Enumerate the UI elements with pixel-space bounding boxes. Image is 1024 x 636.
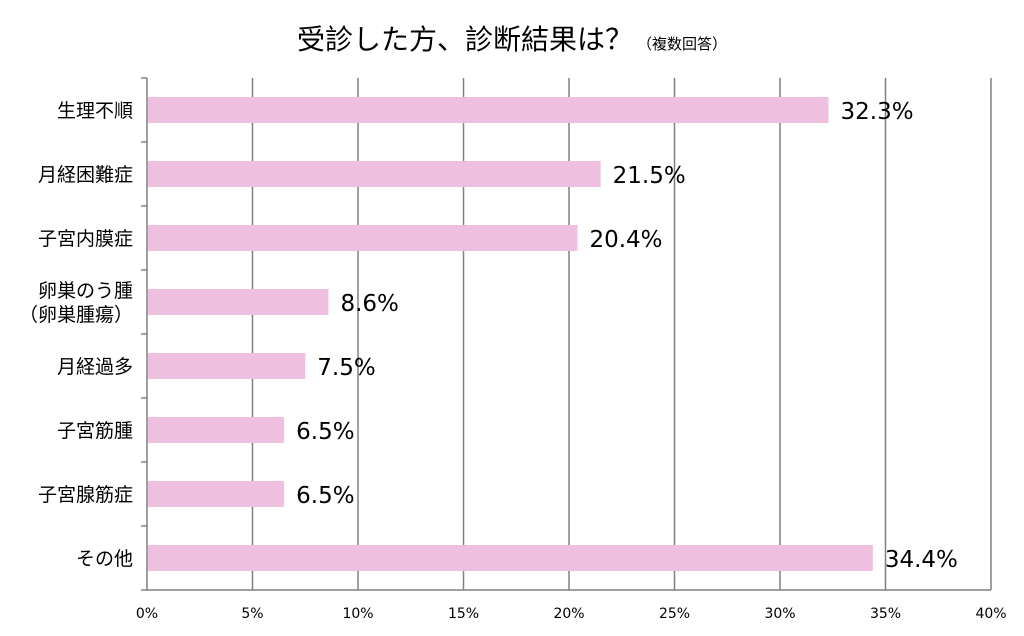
category-label: 月経過多 — [57, 356, 133, 378]
data-label: 34.4% — [885, 547, 958, 573]
bar-8 — [148, 545, 873, 571]
category-label: 子宮腺筋症 — [38, 484, 133, 506]
category-label: その他 — [76, 548, 133, 570]
x-tick-label: 5% — [241, 606, 263, 622]
category-label: （卵巣腫瘍） — [19, 304, 133, 326]
data-label: 8.6% — [340, 291, 398, 317]
data-label: 21.5% — [613, 163, 686, 189]
category-label: 月経困難症 — [38, 164, 133, 186]
data-label: 32.3% — [841, 99, 914, 125]
chart-title: 受診した方、診断結果は？ （複数回答） — [0, 18, 1024, 58]
x-tick-label: 40% — [975, 606, 1006, 622]
x-tick-label: 35% — [870, 606, 901, 622]
x-tick-label: 10% — [342, 606, 373, 622]
x-tick-label: 25% — [659, 606, 690, 622]
category-label: 生理不順 — [57, 100, 133, 122]
category-label: 卵巣のう腫 — [38, 280, 133, 302]
data-label: 20.4% — [589, 227, 662, 253]
bar-1 — [148, 97, 829, 123]
category-label: 子宮筋腫 — [57, 420, 133, 442]
chart-title-main: 受診した方、診断結果は？ — [296, 23, 633, 56]
bar-6 — [148, 417, 285, 443]
x-tick-label: 0% — [136, 606, 158, 622]
chart-subtitle: （複数回答） — [637, 35, 728, 53]
bar-5 — [148, 353, 306, 379]
bar-2 — [148, 161, 601, 187]
bar-7 — [148, 481, 285, 507]
data-label: 7.5% — [317, 355, 375, 381]
x-tick-label: 20% — [553, 606, 584, 622]
bar-4 — [148, 289, 329, 315]
x-tick-label: 15% — [448, 606, 479, 622]
category-label: 子宮内膜症 — [38, 228, 133, 250]
x-tick-label: 30% — [764, 606, 795, 622]
data-label: 6.5% — [296, 419, 354, 445]
data-label: 6.5% — [296, 483, 354, 509]
bar-3 — [148, 225, 578, 251]
